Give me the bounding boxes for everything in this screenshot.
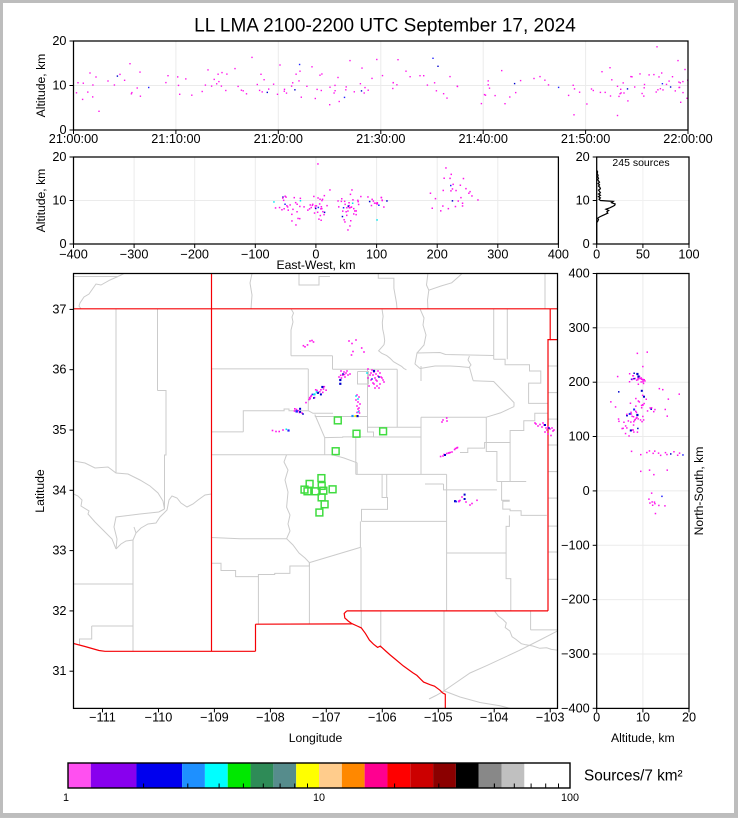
svg-text:Altitude, km: Altitude, km: [611, 731, 675, 745]
svg-text:−400: −400: [561, 701, 590, 715]
svg-text:37: 37: [52, 302, 66, 316]
svg-text:Sources/7 km²: Sources/7 km²: [584, 768, 683, 785]
svg-text:400: 400: [569, 267, 590, 281]
svg-text:100: 100: [569, 430, 590, 444]
svg-text:Longitude: Longitude: [289, 731, 343, 745]
svg-text:34: 34: [52, 483, 66, 497]
svg-text:−109: −109: [200, 711, 229, 725]
svg-text:East-West, km: East-West, km: [276, 258, 355, 272]
svg-text:20: 20: [52, 150, 66, 164]
svg-text:20: 20: [52, 34, 66, 48]
svg-text:−107: −107: [312, 711, 341, 725]
svg-text:100: 100: [561, 792, 579, 804]
svg-text:100: 100: [678, 248, 699, 262]
svg-text:0: 0: [593, 711, 600, 725]
svg-text:300: 300: [569, 321, 590, 335]
svg-text:400: 400: [548, 248, 569, 262]
svg-text:0: 0: [59, 123, 66, 137]
svg-text:21:40:00: 21:40:00: [459, 132, 508, 146]
svg-text:22:00:00: 22:00:00: [663, 132, 712, 146]
svg-text:20: 20: [682, 711, 696, 725]
svg-text:0: 0: [583, 237, 590, 251]
svg-text:10: 10: [313, 792, 325, 804]
svg-text:200: 200: [427, 248, 448, 262]
svg-text:−111: −111: [89, 711, 116, 725]
svg-text:−300: −300: [561, 647, 590, 661]
svg-text:Altitude, km: Altitude, km: [34, 54, 48, 118]
svg-text:10: 10: [636, 711, 650, 725]
svg-text:33: 33: [52, 544, 66, 558]
svg-text:North-South, km: North-South, km: [692, 447, 706, 536]
svg-text:21:20:00: 21:20:00: [254, 132, 303, 146]
svg-text:−103: −103: [536, 711, 565, 725]
svg-text:36: 36: [52, 363, 66, 377]
svg-text:0: 0: [312, 248, 319, 262]
svg-text:−104: −104: [480, 711, 509, 725]
svg-text:−300: −300: [120, 248, 149, 262]
svg-text:−100: −100: [241, 248, 270, 262]
svg-text:−100: −100: [561, 538, 590, 552]
svg-text:0: 0: [593, 248, 600, 262]
svg-text:10: 10: [576, 194, 590, 208]
svg-text:−110: −110: [145, 711, 173, 725]
svg-text:21:10:00: 21:10:00: [151, 132, 200, 146]
svg-text:−106: −106: [368, 711, 397, 725]
svg-text:0: 0: [583, 484, 590, 498]
svg-text:0: 0: [59, 237, 66, 251]
svg-text:−108: −108: [256, 711, 285, 725]
svg-text:Latitude: Latitude: [33, 469, 47, 513]
svg-text:35: 35: [52, 423, 66, 437]
svg-text:50: 50: [636, 248, 650, 262]
svg-text:21:00:00: 21:00:00: [49, 132, 98, 146]
svg-text:245 sources: 245 sources: [612, 157, 669, 169]
svg-text:300: 300: [487, 248, 508, 262]
svg-text:21:30:00: 21:30:00: [356, 132, 405, 146]
svg-text:21:50:00: 21:50:00: [561, 132, 610, 146]
svg-text:100: 100: [366, 248, 387, 262]
svg-text:10: 10: [52, 194, 66, 208]
svg-text:LL LMA 2100-2200 UTC September: LL LMA 2100-2200 UTC September 17, 2024: [194, 16, 576, 37]
svg-text:10: 10: [52, 79, 66, 93]
svg-text:31: 31: [52, 664, 66, 678]
svg-text:−105: −105: [424, 711, 453, 725]
svg-text:32: 32: [52, 604, 66, 618]
svg-text:20: 20: [576, 150, 590, 164]
svg-text:1: 1: [63, 792, 69, 804]
svg-text:Altitude, km: Altitude, km: [34, 169, 48, 233]
svg-text:200: 200: [569, 375, 590, 389]
svg-text:−200: −200: [561, 593, 590, 607]
svg-text:−200: −200: [180, 248, 209, 262]
svg-text:−400: −400: [59, 248, 88, 262]
